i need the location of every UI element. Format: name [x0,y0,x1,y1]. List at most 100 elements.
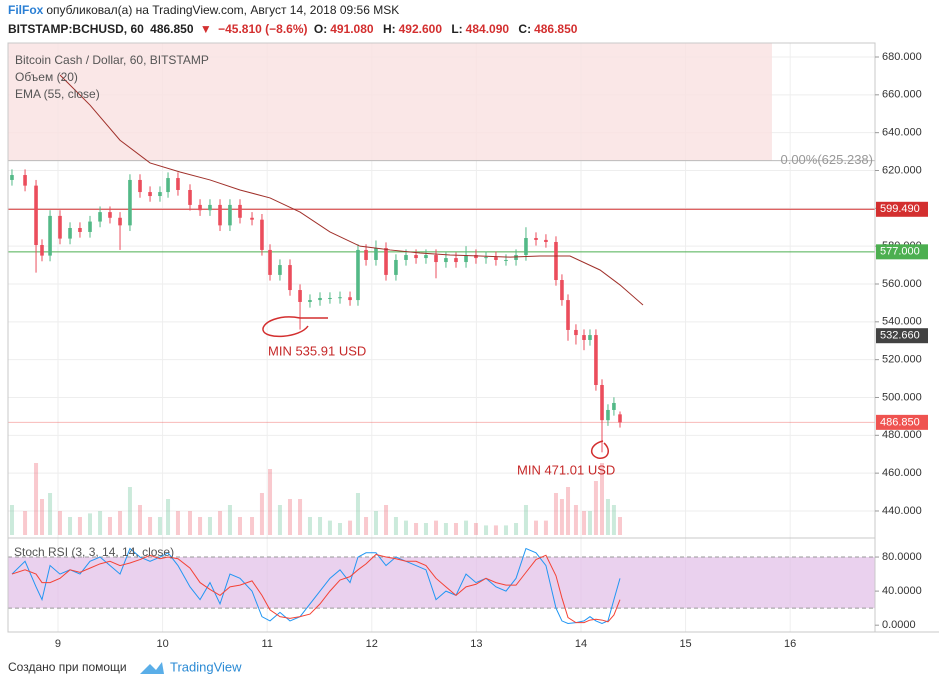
candle-body [278,265,282,275]
background-layer [8,43,875,632]
volume-bar [464,520,469,535]
candle-body [198,204,202,211]
y-tick-label: 660.000 [882,89,922,101]
y-tick-label: 40.0000 [882,585,922,597]
candle-body [600,384,604,421]
volume-bar [148,517,153,535]
candle-body [158,192,162,197]
volume-legend: Объем (20) [15,70,78,84]
volume-bar [573,505,578,535]
x-tick-label: 16 [784,638,796,650]
y-tick-label: 540.000 [882,316,922,328]
volume-bar [118,511,123,535]
candle-body [128,179,132,226]
ohlc-label: O: [313,22,328,36]
candle-body [348,297,352,301]
candle-body [560,280,564,301]
candle-body [250,217,254,220]
volume-bar [384,505,389,535]
candle-body [574,329,578,336]
volume-bar [227,505,232,535]
volume-bar [207,517,212,535]
hand-circle [262,316,328,338]
candle-body [328,297,332,299]
volume-bar [566,487,571,535]
candle-body [464,255,468,263]
volume-bar [298,499,303,535]
header-line: FilFox опубликовал(а) на TradingView.com,… [8,3,402,17]
ohlc-label: H: [382,22,396,36]
candle-body [288,265,292,291]
volume-bar [57,511,62,535]
x-tick-label: 15 [679,638,691,650]
axes [7,42,939,633]
candle-body [308,300,312,302]
candle-body [374,248,378,260]
candle-body [166,178,170,193]
volume-bar [98,511,103,535]
author[interactable]: FilFox [8,3,44,17]
volume-bar [107,517,112,535]
volume-bar [414,523,419,535]
candle-body [454,258,458,263]
direction: ▼ [199,22,212,36]
y-tick-label: 520.000 [882,354,922,366]
candle-body [218,204,222,226]
candle-body [494,257,498,260]
ohlc: C: 486.850 [518,22,580,36]
volume-bar [523,505,528,535]
rsi-line [11,547,621,625]
candle-body [208,204,212,211]
volume-bar [600,463,605,535]
candle-body [138,179,142,193]
candle-body [58,215,62,239]
price: 486.850 [150,22,194,36]
published: опубликовал(а) на TradingView.com, Авгус… [46,3,400,17]
volume-bar [364,517,369,535]
volume-bar [88,513,93,535]
candle-body [118,217,122,226]
footer-brand[interactable]: TradingView [170,659,242,674]
ohlc-value: 491.080 [330,22,374,36]
volume-bar [259,493,264,535]
volume-bar [23,511,28,535]
volume-bar [34,463,39,535]
volume-bar [187,511,192,535]
candle-body [298,290,302,302]
price-box-label: 599.490 [880,203,920,215]
volume-bar [9,505,14,535]
candle-body [434,255,438,263]
candle-body [524,238,528,256]
ohlc: L: 484.090 [451,22,512,36]
overlay: Bitcoin Cash / Dollar, 60, BITSTAMP Объе… [8,51,928,674]
candle-body [10,175,14,180]
volume-bar [39,499,44,535]
candle-body [98,212,102,222]
price-box-label: 486.850 [880,416,920,428]
series-title: Bitcoin Cash / Dollar, 60, BITSTAMP [15,53,209,67]
volume-bar [355,493,360,535]
candle-body [484,257,488,259]
volume-bar [593,481,598,535]
volume-bar [373,511,378,535]
price-box [876,414,928,430]
ohlc-label: C: [518,22,532,36]
candle-body [68,227,72,239]
logo[interactable] [140,662,164,674]
candle-body [260,219,264,250]
candle-body [606,409,610,421]
ema-legend: EMA (55, close) [15,87,100,101]
volume-bar [503,525,508,535]
volume-bar [611,505,616,535]
price-box [876,244,928,260]
volume-bar [68,517,73,535]
candle-body [618,414,622,423]
x-tick-label: 10 [156,638,168,650]
change: −45.810 (−8.6%) [218,22,308,36]
x-tick-label: 14 [575,638,587,650]
candle-body [566,300,570,330]
volume-bar [423,523,428,535]
volume-bar [534,520,539,535]
candle-body [582,335,586,340]
y-tick-label: 620.000 [882,164,922,176]
